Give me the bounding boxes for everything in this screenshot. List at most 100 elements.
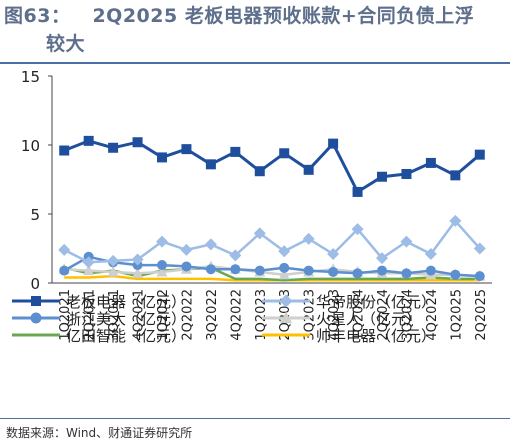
data-point-2 — [401, 268, 412, 279]
data-point-2 — [377, 265, 387, 276]
x-tick-label: 4Q2023 — [327, 289, 342, 341]
title-line-1: 2Q2025 老板电器预收账款+合同负债上浮 — [92, 5, 475, 27]
data-point-3 — [107, 265, 119, 277]
plot-area: 0 5 10 15 1Q2021 2Q2021 3Q2021 4Q2021 1Q2022 2Q20… — [21, 68, 492, 341]
title-rule — [0, 62, 510, 64]
data-point-0 — [254, 166, 265, 177]
legend-label: 老板电器（亿元） — [66, 293, 186, 311]
x-tick-label: 1Q2023 — [254, 289, 269, 341]
data-point-0 — [181, 144, 192, 155]
x-tick-label: 2Q2022 — [180, 289, 195, 341]
data-point-0 — [205, 159, 216, 170]
legend-label: 帅丰电器（亿元） — [316, 327, 436, 345]
data-point-1 — [180, 243, 193, 256]
legend-label: 浙江美大（亿元） — [66, 310, 186, 328]
x-tick-label: 4Q2021 — [132, 289, 147, 341]
legend-item: 火星人（亿元） — [262, 310, 421, 328]
data-point-1 — [58, 243, 71, 256]
x-tick-label: 3Q2024 — [400, 289, 415, 341]
data-point-2 — [328, 266, 339, 277]
data-point-2 — [279, 262, 290, 273]
data-point-0 — [352, 186, 363, 197]
legend-label: 华帝股份（亿元） — [316, 293, 436, 311]
x-tick-label: 1Q2024 — [352, 289, 367, 341]
data-point-0 — [83, 135, 94, 146]
data-point-0 — [230, 146, 241, 157]
data-point-2 — [254, 265, 265, 276]
data-point-1 — [327, 248, 340, 261]
data-point-1 — [473, 242, 486, 255]
legend-marker — [279, 294, 293, 308]
data-point-0 — [328, 138, 339, 149]
data-point-0 — [303, 164, 314, 175]
footer-rule — [0, 418, 510, 419]
x-tick-label: 3Q2021 — [107, 289, 122, 341]
x-tick-label: 4Q2022 — [229, 289, 244, 341]
title-line-2: 较大 — [46, 33, 86, 55]
data-point-3 — [156, 265, 168, 277]
data-point-2 — [303, 265, 314, 276]
data-point-1 — [351, 223, 364, 236]
legend-label: 火星人（亿元） — [316, 310, 421, 328]
legend-marker — [31, 296, 41, 306]
data-point-1 — [302, 232, 315, 245]
chart: 0 5 10 15 1Q2021 2Q2021 3Q2021 4Q2021 1Q2022 2Q20… — [12, 68, 492, 345]
data-point-1 — [204, 238, 217, 251]
data-point-0 — [401, 168, 412, 179]
figure-title: 图63： 2Q2025 老板电器预收账款+合同负债上浮 较大 — [4, 2, 504, 58]
x-tick-label: 1Q2025 — [449, 289, 464, 341]
x-tick-label: 3Q2022 — [205, 289, 220, 341]
data-point-0 — [450, 170, 461, 181]
data-point-2 — [352, 268, 363, 279]
legend-item: 老板电器（亿元） — [12, 293, 186, 311]
data-point-1 — [156, 235, 168, 248]
data-point-1 — [107, 254, 120, 267]
series-line-0 — [63, 139, 481, 194]
y-tick-label: 5 — [30, 206, 40, 224]
x-tick-label: 4Q2024 — [425, 289, 440, 341]
legend-item: 浙江美大（亿元） — [12, 310, 186, 328]
data-point-1 — [376, 252, 388, 265]
data-point-1 — [400, 235, 413, 248]
data-point-0 — [157, 152, 167, 163]
legend-item: 帅丰电器（亿元） — [262, 327, 436, 345]
data-point-2 — [59, 265, 70, 276]
y-tick-label: 10 — [21, 137, 40, 155]
x-tick-label: 2Q2024 — [376, 289, 391, 341]
data-point-2 — [157, 260, 167, 271]
y-tick-label: 0 — [30, 275, 40, 293]
legend: 老板电器（亿元） 华帝股份（亿元） 浙江美大（亿元） 火星人（亿元） 亿田智能（亿元） 帅… — [12, 293, 436, 345]
data-point-0 — [132, 137, 143, 148]
figure-label: 图63： — [4, 5, 71, 27]
data-point-0 — [377, 171, 387, 182]
x-tick-label: 1Q2021 — [58, 289, 73, 341]
data-point-1 — [449, 214, 462, 227]
data-point-0 — [474, 149, 485, 160]
data-point-2 — [230, 264, 241, 275]
source-note: 数据来源：Wind、财通证券研究所 — [6, 426, 193, 440]
data-point-3 — [132, 267, 144, 278]
data-point-2 — [450, 269, 461, 280]
data-point-2 — [205, 264, 216, 275]
data-point-1 — [424, 248, 437, 261]
legend-label: 亿田智能（亿元） — [66, 327, 186, 345]
x-tick-label: 1Q2022 — [156, 289, 171, 341]
data-point-1 — [278, 245, 291, 258]
data-point-3 — [278, 268, 290, 280]
series-line-1 — [63, 219, 481, 264]
data-point-0 — [279, 148, 290, 159]
x-tick-label: 2Q2021 — [83, 289, 98, 341]
data-point-1 — [82, 256, 95, 269]
legend-item: 亿田智能（亿元） — [12, 327, 186, 345]
data-point-2 — [425, 265, 436, 276]
data-point-2 — [474, 271, 485, 282]
legend-item: 华帝股份（亿元） — [262, 293, 436, 311]
data-point-1 — [229, 249, 242, 262]
data-point-0 — [425, 157, 436, 168]
legend-marker — [280, 311, 292, 323]
data-point-0 — [108, 142, 119, 153]
data-point-3 — [83, 264, 95, 276]
data-point-2 — [181, 261, 192, 272]
data-point-1 — [253, 227, 266, 240]
data-point-0 — [59, 145, 70, 156]
